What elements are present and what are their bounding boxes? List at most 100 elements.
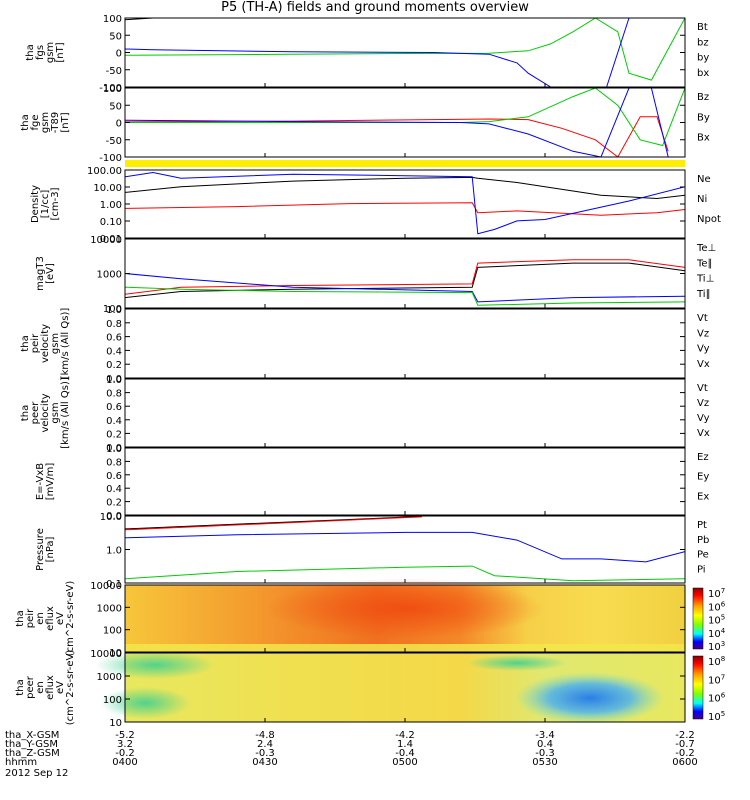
legend-Pb: Pb [697, 535, 709, 546]
y-tick-label: 0 [116, 49, 122, 60]
legend-Vt: Vt [697, 383, 708, 394]
y-axis-label: Pressure [nPa] [35, 528, 56, 571]
y-axis-label-line: [nT] [55, 42, 66, 62]
y-tick-label: 0.01 [100, 234, 122, 245]
y-axis-label-line: tha [15, 610, 26, 626]
series-line-Pt [125, 516, 422, 530]
y-axis-label-line: [km/s (All Qs)] [60, 308, 71, 380]
colorbar-tick-label: 107 [708, 587, 725, 600]
legend-Ni: Ni [697, 194, 707, 205]
orbit-value: 1.4 [397, 739, 413, 750]
y-tick-label: 10 [109, 648, 122, 659]
y-tick-label: 0.6 [106, 471, 122, 482]
series-line-Bx [125, 88, 669, 157]
legend-Te⊥: Te⊥ [696, 243, 716, 254]
orbit-row-label: tha_X-GSM [5, 730, 59, 741]
y-axis-label-line: [1/cc] [40, 190, 51, 219]
series-line-Bz [125, 116, 669, 157]
y-axis-label: magT3 [eV] [35, 256, 56, 291]
y-tick-label: 10 [109, 718, 122, 729]
series-line-Pb [125, 516, 422, 531]
y-tick-label: 10.00 [93, 183, 122, 194]
series-line-by [125, 18, 685, 81]
y-tick-label: -50 [106, 136, 122, 147]
legend-bx: bx [697, 68, 709, 79]
orbit-value: -0.7 [675, 739, 695, 750]
legend-Te∥: Te∥ [696, 258, 713, 269]
y-tick-label: 1.0 [106, 375, 122, 386]
date-label: 2012 Sep 12 [5, 768, 68, 779]
y-axis-label-line: gsm [40, 112, 51, 133]
colorbar-tick-label: 104 [708, 627, 726, 640]
legend-Vy: Vy [697, 413, 710, 424]
y-axis-label-line: [nPa] [45, 536, 56, 562]
panel-frame [124, 308, 686, 379]
y-tick-label: -50 [106, 66, 122, 77]
orbit-value: 0.4 [537, 739, 553, 750]
y-tick-label: 1000 [97, 603, 122, 614]
colorbar-tick-label: 103 [708, 640, 725, 653]
y-axis-label-line: E=-VxB [35, 463, 46, 500]
y-tick-label: -100 [99, 83, 122, 94]
y-tick-label: 0.2 [106, 429, 122, 440]
series-line-Pi [125, 531, 685, 563]
legend-Vz: Vz [697, 398, 709, 409]
colorbar [692, 655, 704, 720]
orbit-row-label: tha_Z-GSM [5, 748, 60, 759]
legend-Vz: Vz [697, 328, 709, 339]
y-tick-label: 1000 [97, 270, 122, 281]
y-axis-label: tha peer velocity gsm [km/s (All Qs)] [20, 377, 71, 449]
legend-by: by [697, 53, 709, 64]
y-tick-label: 100 [103, 626, 122, 637]
orbit-row-label: tha_Y-GSM [5, 739, 58, 750]
legend-Pe: Pe [697, 550, 709, 561]
y-tick-label: 0.4 [106, 346, 122, 357]
y-tick-label: 0.4 [106, 484, 122, 495]
y-tick-label: 1.0 [106, 444, 122, 455]
legend-Ti⊥: Ti⊥ [696, 274, 714, 285]
y-tick-label: 100.00 [87, 166, 122, 177]
legend-Bt: Bt [697, 22, 708, 33]
y-tick-label: 0.6 [106, 402, 122, 413]
colorbar-tick-label: 108 [708, 655, 725, 668]
y-axis-label-line: Density [30, 185, 41, 223]
y-axis-label: Density [1/cc] [cm-3] [30, 185, 61, 223]
y-axis-label-line: eflux [45, 606, 56, 631]
y-tick-label: 10000 [90, 649, 122, 660]
y-axis-label-line: (cm^2-s-sr-eV) [65, 581, 76, 657]
series-line-Te⊥ [125, 259, 685, 295]
orbit-value: -0.4 [395, 748, 415, 759]
y-tick-label: 0.8 [106, 389, 122, 400]
y-tick-label: 10.0 [100, 512, 122, 523]
y-tick-label: 0.0 [106, 511, 122, 522]
y-axis-label: E=-VxB [mV/m] [35, 463, 56, 501]
panel-frame [124, 169, 686, 239]
orbit-value: -0.3 [535, 748, 555, 759]
series-line-Ne [125, 202, 685, 216]
y-axis-label: tha peer en eflux eV (cm^2-s-sr-eV) [15, 650, 76, 726]
y-tick-label: 0.0 [106, 374, 122, 385]
series-line-Npot [125, 171, 685, 235]
legend-Ey: Ey [697, 472, 709, 483]
y-axis-label-line: tha [20, 114, 31, 130]
y-tick-label: 0 [116, 119, 122, 130]
orbit-value: -5.2 [115, 730, 135, 741]
series-line-By [125, 88, 685, 147]
y-axis-label-line: fge [30, 114, 41, 130]
orbit-value: -2.2 [675, 730, 695, 741]
y-axis-label: tha fgs gsm [nT] [25, 42, 66, 63]
y-tick-label: 0.6 [106, 333, 122, 344]
electron-eflux-minimum [514, 672, 665, 724]
y-tick-label: 0.8 [106, 457, 122, 468]
y-tick-label: 0.4 [106, 416, 122, 427]
y-tick-label: 100 [103, 84, 122, 95]
orbit-value: 0430 [252, 757, 277, 768]
y-axis-label-line: Pressure [35, 528, 46, 571]
y-axis-label-line: -T89 [50, 112, 61, 134]
y-axis-label-line: peer [25, 675, 36, 699]
y-axis-label-line: tha [15, 679, 26, 695]
y-axis-label-line: eV [55, 681, 66, 694]
legend-Bz: Bz [697, 92, 709, 103]
